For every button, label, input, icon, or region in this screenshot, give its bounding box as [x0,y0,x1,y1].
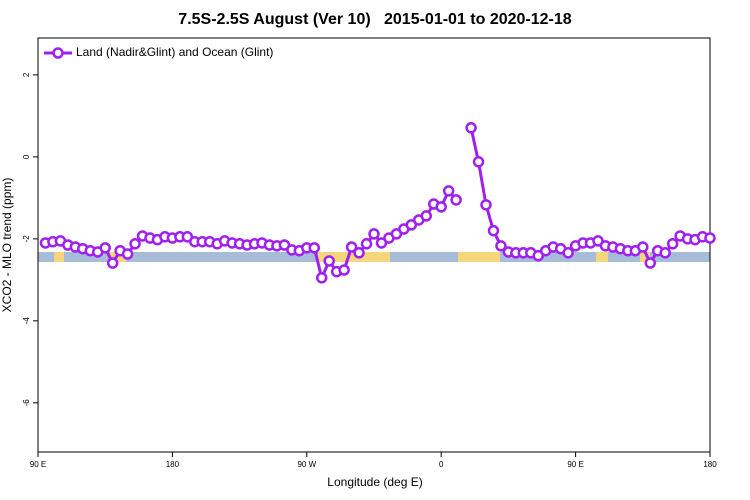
data-point [465,122,477,134]
data-point [450,194,462,206]
data-point [99,242,111,254]
data-point [487,224,500,237]
data-point [495,240,507,252]
data-point [368,228,380,240]
y-axis-label: XCO2 - MLO trend (ppm) [0,178,14,313]
legend-label: Land (Nadir&Glint) and Ocean (Glint) [76,45,273,59]
data-point [121,248,134,260]
y-tick-label: 0 [22,154,31,159]
data-point [420,210,433,222]
y-tick-label: -6 [22,399,31,407]
data-point [442,185,455,197]
data-point [345,241,358,253]
x-tick-label: 180 [166,460,180,469]
data-point [704,232,716,244]
y-tick-label: -4 [22,317,31,325]
legend-marker [52,47,64,59]
x-axis-label: Longitude (deg E) [327,475,422,489]
x-tick-label: 180 [703,460,717,469]
data-point [106,257,119,269]
chart-title: 7.5S-2.5S August (Ver 10) 2015-01-01 to … [178,11,571,28]
data-point [338,264,350,276]
data-point [480,199,492,211]
x-tick-label: 90 E [30,460,46,469]
x-tick-label: 0 [439,460,444,469]
data-point [129,238,141,250]
data-point [637,241,649,253]
data-point [659,247,671,259]
data-point [360,238,373,250]
data-point [644,257,657,269]
plot-frame [37,37,711,453]
land-ocean-strip [38,252,710,262]
data-point [353,247,365,259]
data-point [323,255,335,267]
data-point [315,272,328,284]
y-tick-label: -2 [22,235,31,243]
data-point [308,242,321,254]
data-point [472,156,485,168]
legend: Land (Nadir&Glint) and Ocean (Glint) [44,45,273,59]
data-point [666,238,679,250]
y-tick-label: 2 [22,72,31,77]
data-point [435,201,447,213]
data-point [562,247,574,259]
x-tick-label: 90 E [567,460,583,469]
x-tick-label: 90 W [297,460,316,469]
